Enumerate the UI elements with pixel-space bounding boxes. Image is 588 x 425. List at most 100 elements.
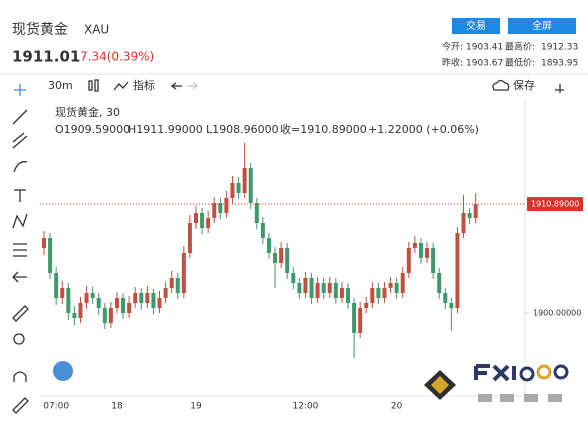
- stat-label: 最高价:: [505, 41, 535, 53]
- candle-body: [230, 183, 235, 198]
- drawing-tools: [12, 84, 29, 414]
- candle-body: [54, 273, 59, 298]
- crosshair-tool[interactable]: [14, 84, 26, 96]
- candle-body: [48, 238, 53, 273]
- candle-body: [346, 288, 350, 303]
- candle-body: [394, 283, 399, 293]
- pattern-tool[interactable]: [12, 213, 28, 229]
- candle-icon[interactable]: [88, 79, 99, 92]
- candle-body: [467, 213, 472, 218]
- candle-body: [108, 308, 113, 323]
- candle-body: [248, 168, 253, 203]
- fx168-logo: [424, 362, 572, 402]
- candle-body: [291, 273, 296, 283]
- trade-button-label[interactable]: 交易: [466, 19, 486, 32]
- stats: 今开: 1903.41 最高价: 1912.33 昨收: 1903.67 最低价…: [442, 41, 578, 69]
- stat-label: 最低价:: [505, 57, 535, 69]
- save[interactable]: 保存: [513, 78, 535, 92]
- ohlc-legend: 收=1910.89000: [280, 122, 367, 136]
- stat-label: 昨收:: [442, 57, 463, 69]
- ohlc-legend: H1911.99000: [128, 123, 203, 136]
- candle-body: [473, 204, 478, 218]
- x-tick-label: 20: [391, 402, 403, 412]
- candle-body: [412, 243, 417, 248]
- candle-body: [169, 278, 174, 288]
- candle-body: [455, 233, 460, 308]
- candle-body: [254, 203, 259, 223]
- candle-body: [358, 308, 363, 333]
- instrument-symbol: XAU: [84, 23, 109, 37]
- candle-body: [315, 283, 320, 298]
- candle-body: [114, 298, 119, 308]
- fib-tool[interactable]: [12, 132, 28, 149]
- candle-body: [181, 253, 186, 293]
- fullscreen-button-label[interactable]: 全屏: [532, 19, 552, 32]
- zoom-tool[interactable]: [13, 333, 25, 345]
- candle-body: [437, 273, 442, 293]
- candle-body: [133, 293, 138, 303]
- x-tick-label: 12:00: [292, 402, 318, 412]
- candle-body: [242, 168, 247, 193]
- candle-body: [121, 298, 126, 313]
- stat-value: 1903.41: [466, 43, 503, 53]
- ohlc-legend: L1908.96000: [206, 123, 279, 136]
- candle-body: [127, 303, 132, 313]
- candle-body: [212, 203, 217, 218]
- price: 1911.01: [12, 48, 80, 66]
- candle-body: [102, 308, 107, 323]
- trade-button[interactable]: [452, 18, 500, 34]
- chart-title: 现货黄金, 30: [55, 105, 120, 119]
- candle-body: [333, 283, 338, 298]
- candle-body: [96, 298, 101, 308]
- cloud-icon[interactable]: [492, 79, 510, 91]
- candle-body: [60, 288, 65, 298]
- candle-body: [187, 223, 192, 253]
- interval[interactable]: 30m: [48, 79, 73, 92]
- magnet-tool[interactable]: [13, 371, 27, 382]
- undo[interactable]: [170, 82, 182, 90]
- candle-body: [418, 243, 423, 258]
- candle-body: [42, 238, 46, 248]
- fullscreen-button[interactable]: [508, 18, 576, 34]
- candle-body: [285, 248, 290, 273]
- candle-body: [449, 303, 454, 308]
- candle-body: [339, 288, 344, 298]
- stat-value: 1893.95: [541, 59, 578, 69]
- redo[interactable]: [187, 82, 198, 90]
- logo-badge: [53, 361, 73, 381]
- candle-body: [163, 288, 168, 298]
- candle-body: [425, 248, 430, 258]
- candle-body: [145, 293, 150, 303]
- last-price-label: 1910.89000: [531, 200, 579, 209]
- candle-body: [206, 218, 211, 228]
- ruler-tool[interactable]: [12, 305, 29, 322]
- candle-body: [443, 293, 448, 303]
- y-tick-label: 1900.00000: [533, 309, 581, 318]
- last-price-box: [527, 197, 583, 212]
- stat-value: 1912.33: [541, 43, 578, 53]
- candle-body: [84, 293, 89, 303]
- measure-tool[interactable]: [13, 243, 27, 257]
- candle-body: [388, 283, 393, 288]
- candle-body: [139, 293, 144, 303]
- indicators[interactable]: 指标: [133, 78, 155, 92]
- brush-tool[interactable]: [13, 161, 28, 173]
- candle-body: [260, 223, 265, 238]
- text-tool[interactable]: [14, 189, 26, 202]
- candle-body: [151, 293, 156, 308]
- candle-body: [66, 288, 71, 313]
- candle-body: [224, 198, 229, 213]
- candle-body: [90, 293, 95, 298]
- candle-body: [78, 303, 83, 318]
- back-tool[interactable]: [12, 271, 27, 283]
- candle-body: [400, 273, 405, 293]
- candle-body: [303, 278, 308, 293]
- indicator-icon[interactable]: [113, 81, 129, 91]
- settings-icon[interactable]: [555, 84, 564, 93]
- candle-body: [309, 278, 314, 298]
- instrument-name: 现货黄金: [12, 21, 68, 38]
- pen-tool[interactable]: [12, 397, 29, 414]
- line-tool[interactable]: [12, 109, 28, 125]
- candle-body: [382, 288, 387, 298]
